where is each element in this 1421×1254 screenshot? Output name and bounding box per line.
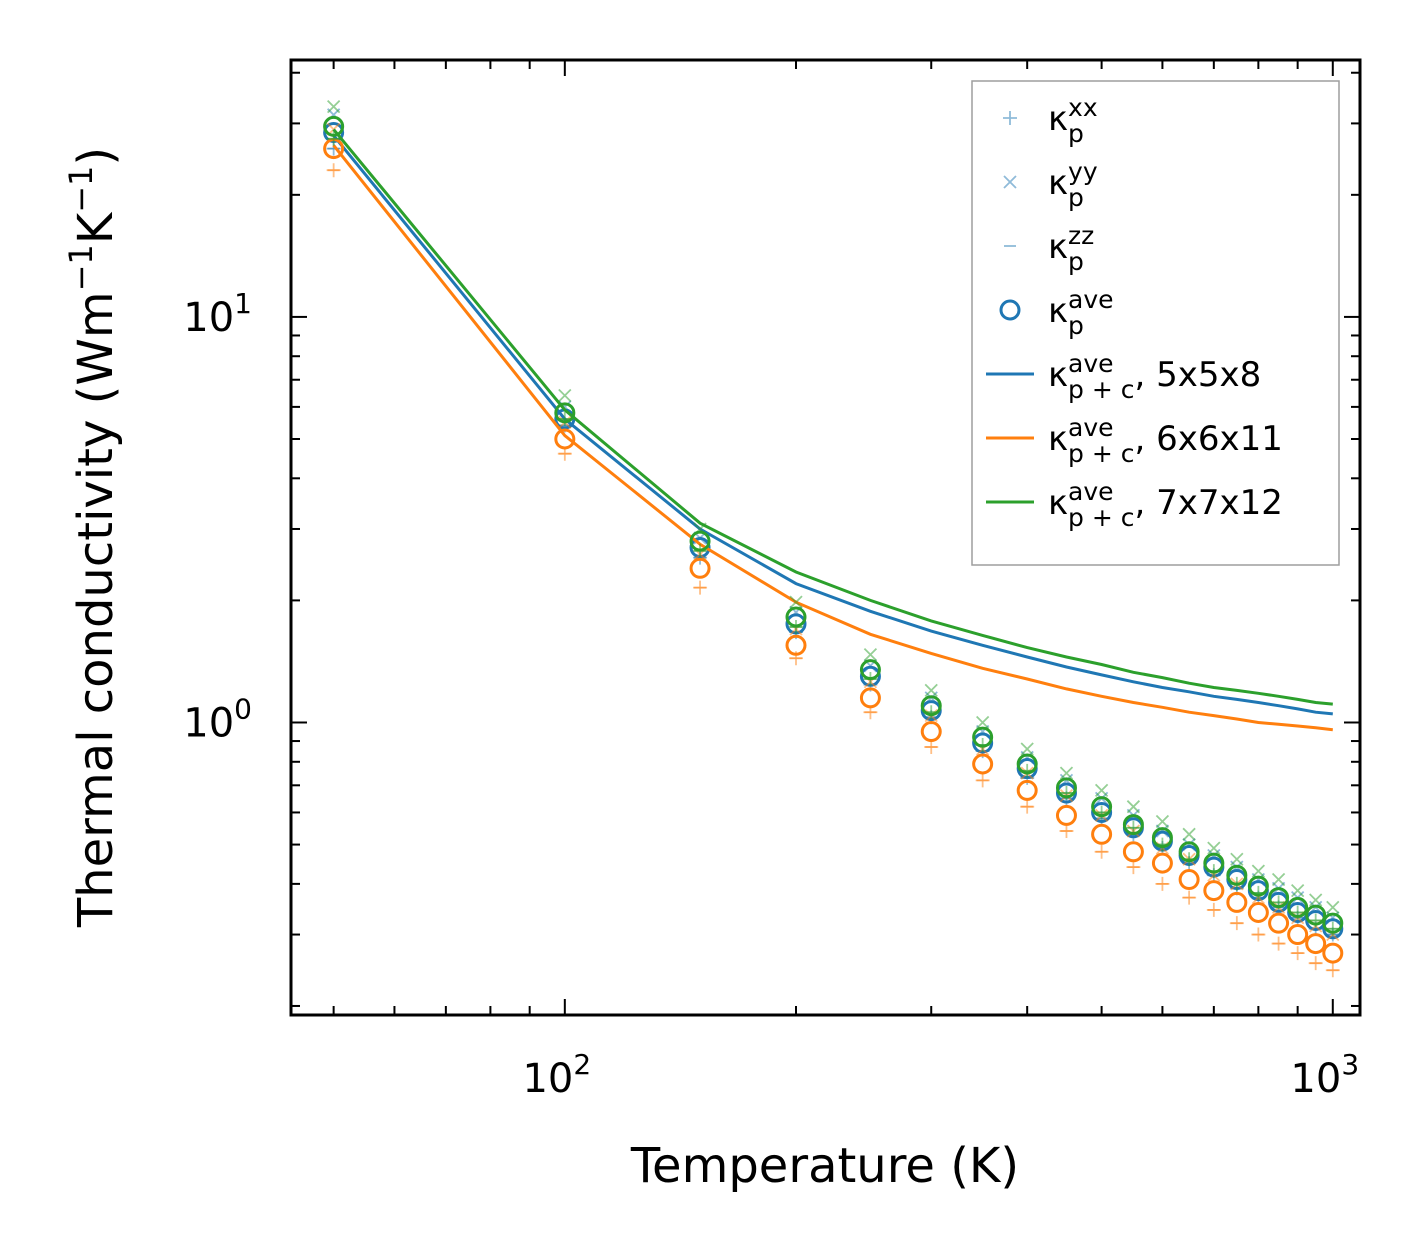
legend-box xyxy=(971,80,1340,566)
point-kappa-yy-7x7x12 xyxy=(863,647,878,662)
point-kappa-ave-7x7x12 xyxy=(920,695,942,717)
axis-ticks: 102 103 100 101 xyxy=(183,60,1360,1102)
legend-marker-x xyxy=(1003,175,1017,189)
point-kappa-ave-6x6x11 xyxy=(920,721,942,743)
legend-item: κave p xyxy=(999,285,1114,340)
legend-label: κxx p xyxy=(1048,93,1098,148)
point-kappa-ave-6x6x11 xyxy=(972,753,994,775)
point-kappa-ave-6x6x11 xyxy=(554,428,576,450)
point-kappa-yy-7x7x12 xyxy=(976,715,990,730)
point-kappa-ave-6x6x11 xyxy=(1247,902,1269,924)
point-kappa-ave-6x6x11 xyxy=(1305,933,1327,955)
point-kappa-yy-7x7x12 xyxy=(558,388,572,403)
point-kappa-yy-7x7x12 xyxy=(1155,814,1170,829)
point-kappa-yy-7x7x12 xyxy=(1020,742,1034,756)
point-kappa-ave-6x6x11 xyxy=(689,557,711,579)
point-kappa-ave-6x6x11 xyxy=(859,687,881,709)
point-kappa-yy-7x7x12 xyxy=(1251,864,1266,878)
legend-marker-circle xyxy=(999,299,1021,321)
point-kappa-yy-7x7x12 xyxy=(1326,900,1340,915)
point-kappa-ave-6x6x11 xyxy=(1322,942,1344,964)
line-kappa-total-5x5x8 xyxy=(332,134,1333,716)
point-kappa-ave-7x7x12 xyxy=(1122,814,1144,836)
point-kappa-ave-7x7x12 xyxy=(1178,841,1200,863)
legend-item: κxx p xyxy=(1003,93,1098,148)
legend-item: κyy p xyxy=(1003,157,1098,212)
legend-label: κave p xyxy=(1048,285,1114,340)
x-axis-title: Temperature (K) xyxy=(630,1138,1019,1194)
point-kappa-yy-7x7x12 xyxy=(1309,893,1323,907)
point-kappa-ave-6x6x11 xyxy=(1226,891,1248,913)
line-kappa-total-6x6x11 xyxy=(332,144,1333,732)
point-kappa-ave-7x7x12 xyxy=(1091,796,1113,818)
series-6x6x11 xyxy=(323,122,1344,978)
point-kappa-yy-7x7x12 xyxy=(924,683,938,698)
point-kappa-ave-6x6x11 xyxy=(1091,823,1113,845)
point-kappa-ave-7x7x12 xyxy=(689,530,711,552)
point-kappa-yy-7x7x12 xyxy=(1126,800,1141,814)
point-kappa-ave-7x7x12 xyxy=(323,115,345,137)
point-kappa-ave-7x7x12 xyxy=(1226,864,1248,886)
point-kappa-ave-6x6x11 xyxy=(1203,880,1225,902)
point-kappa-yy-7x7x12 xyxy=(1094,783,1109,798)
point-kappa-yy-7x7x12 xyxy=(326,99,341,114)
point-kappa-ave-5x5x8 xyxy=(972,732,994,754)
legend-item: κave p + c, 6x6x11 xyxy=(986,413,1283,468)
point-kappa-ave-7x7x12 xyxy=(554,402,576,424)
legend: κxx p κyy p κzz p κave p κave p + c, 5x5x8 κave p +… xyxy=(971,80,1340,566)
point-kappa-ave-7x7x12 xyxy=(1322,912,1344,934)
point-kappa-ave-7x7x12 xyxy=(1016,753,1038,775)
point-kappa-ave-7x7x12 xyxy=(1151,827,1173,849)
axes-frame xyxy=(289,58,1362,1017)
point-kappa-ave-7x7x12 xyxy=(1287,896,1309,918)
point-kappa-ave-7x7x12 xyxy=(972,726,994,748)
point-kappa-yy-7x7x12 xyxy=(1207,841,1221,855)
point-kappa-ave-6x6x11 xyxy=(1268,912,1290,934)
plot-area xyxy=(323,99,1344,978)
y-axis-title: Thermal conductivity (Wm−1K−1) xyxy=(62,147,124,928)
legend-label: κyy p xyxy=(1048,157,1098,212)
point-kappa-ave-6x6x11 xyxy=(1178,869,1200,891)
point-kappa-yy-7x7x12 xyxy=(1059,766,1074,780)
point-kappa-ave-7x7x12 xyxy=(1055,777,1077,799)
point-kappa-ave-5x5x8 xyxy=(1322,918,1344,940)
legend-label: κzz p xyxy=(1048,221,1094,276)
point-kappa-yy-7x7x12 xyxy=(789,595,803,609)
point-kappa-ave-7x7x12 xyxy=(785,606,807,628)
x-tick-label: 102 xyxy=(522,1048,591,1102)
y-tick-label: 100 xyxy=(183,692,252,746)
y-tick-label: 101 xyxy=(183,287,252,341)
legend-label: κave p + c, 6x6x11 xyxy=(1048,413,1283,468)
point-kappa-yy-7x7x12 xyxy=(1230,852,1244,866)
legend-item: κzz p xyxy=(1004,221,1094,276)
legend-marker-plus xyxy=(1003,111,1017,125)
point-kappa-ave-7x7x12 xyxy=(1268,887,1290,909)
x-tick-label: 103 xyxy=(1290,1048,1359,1102)
point-kappa-ave-7x7x12 xyxy=(1247,875,1269,897)
line-kappa-total-7x7x12 xyxy=(332,128,1333,706)
point-kappa-ave-6x6x11 xyxy=(1016,779,1038,801)
legend-item: κave p + c, 5x5x8 xyxy=(986,349,1261,404)
legend-item: κave p + c, 7x7x12 xyxy=(986,477,1283,532)
point-kappa-ave-6x6x11 xyxy=(1055,804,1077,826)
point-kappa-ave-6x6x11 xyxy=(1122,841,1144,863)
point-kappa-yy-7x7x12 xyxy=(1182,827,1196,841)
legend-label: κave p + c, 7x7x12 xyxy=(1048,477,1283,532)
point-kappa-yy-7x7x12 xyxy=(1271,872,1286,887)
point-kappa-ave-6x6x11 xyxy=(785,634,807,656)
point-kappa-ave-7x7x12 xyxy=(859,659,881,681)
point-kappa-ave-7x7x12 xyxy=(1305,904,1327,926)
point-kappa-ave-7x7x12 xyxy=(1203,852,1225,874)
legend-label: κave p + c, 5x5x8 xyxy=(1048,349,1261,404)
series-7x7x12 xyxy=(323,99,1344,936)
point-kappa-ave-6x6x11 xyxy=(1287,924,1309,946)
point-kappa-yy-7x7x12 xyxy=(1291,883,1305,898)
point-kappa-ave-5x5x8 xyxy=(1091,801,1113,823)
point-kappa-ave-6x6x11 xyxy=(1151,852,1173,874)
